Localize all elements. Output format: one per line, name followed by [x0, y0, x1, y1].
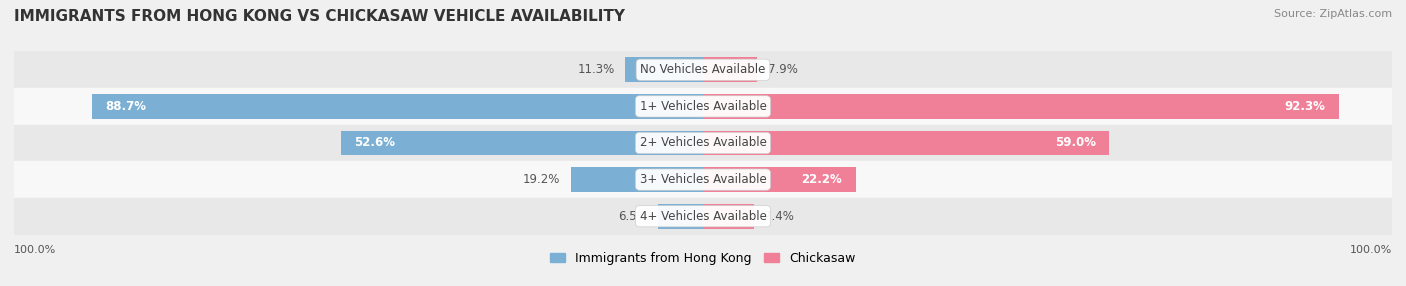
Text: 11.3%: 11.3%	[578, 63, 614, 76]
Text: 3+ Vehicles Available: 3+ Vehicles Available	[640, 173, 766, 186]
Bar	[340, 130, 703, 156]
Bar	[14, 51, 1392, 88]
Text: 4+ Vehicles Available: 4+ Vehicles Available	[640, 210, 766, 223]
Bar	[703, 57, 758, 82]
Bar	[703, 94, 1339, 119]
Bar	[703, 130, 1109, 156]
Bar	[91, 94, 703, 119]
Bar	[14, 88, 1392, 125]
Text: 19.2%: 19.2%	[523, 173, 561, 186]
Text: IMMIGRANTS FROM HONG KONG VS CHICKASAW VEHICLE AVAILABILITY: IMMIGRANTS FROM HONG KONG VS CHICKASAW V…	[14, 9, 626, 23]
Text: 7.4%: 7.4%	[765, 210, 794, 223]
Text: Source: ZipAtlas.com: Source: ZipAtlas.com	[1274, 9, 1392, 19]
Text: 100.0%: 100.0%	[14, 245, 56, 255]
Text: 52.6%: 52.6%	[354, 136, 395, 150]
Bar	[14, 125, 1392, 161]
Bar	[658, 204, 703, 229]
Text: 92.3%: 92.3%	[1284, 100, 1324, 113]
Text: No Vehicles Available: No Vehicles Available	[640, 63, 766, 76]
Text: 1+ Vehicles Available: 1+ Vehicles Available	[640, 100, 766, 113]
Text: 6.5%: 6.5%	[619, 210, 648, 223]
Text: 59.0%: 59.0%	[1054, 136, 1095, 150]
Bar	[703, 167, 856, 192]
Bar	[626, 57, 703, 82]
Text: 100.0%: 100.0%	[1350, 245, 1392, 255]
Legend: Immigrants from Hong Kong, Chickasaw: Immigrants from Hong Kong, Chickasaw	[547, 248, 859, 269]
Bar	[571, 167, 703, 192]
Bar	[14, 161, 1392, 198]
Text: 88.7%: 88.7%	[105, 100, 146, 113]
Text: 22.2%: 22.2%	[801, 173, 842, 186]
Bar	[703, 204, 754, 229]
Bar	[14, 198, 1392, 235]
Text: 7.9%: 7.9%	[768, 63, 797, 76]
Text: 2+ Vehicles Available: 2+ Vehicles Available	[640, 136, 766, 150]
